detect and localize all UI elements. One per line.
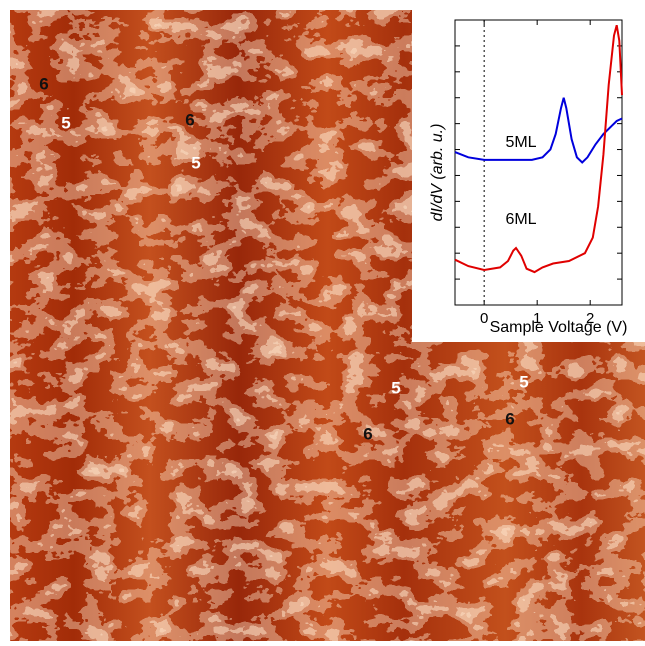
island-label: 5 <box>61 113 70 132</box>
island-label: 6 <box>363 424 372 443</box>
island-label: 6 <box>185 110 194 129</box>
x-tick-label: 0 <box>480 310 488 327</box>
island-label: 5 <box>519 372 528 391</box>
island-label: 6 <box>505 409 514 428</box>
figure: 65655656 012Sample Voltage (V)dI/dV (arb… <box>0 0 645 641</box>
island-label: 5 <box>191 153 200 172</box>
island-label: 5 <box>391 378 400 397</box>
x-axis-label: Sample Voltage (V) <box>490 319 628 336</box>
series-label: 6ML <box>505 211 536 228</box>
y-axis-label: dI/dV (arb. u.) <box>429 124 446 222</box>
island-label: 6 <box>39 74 48 93</box>
inset-background <box>412 0 645 342</box>
series-label: 5ML <box>505 134 536 151</box>
